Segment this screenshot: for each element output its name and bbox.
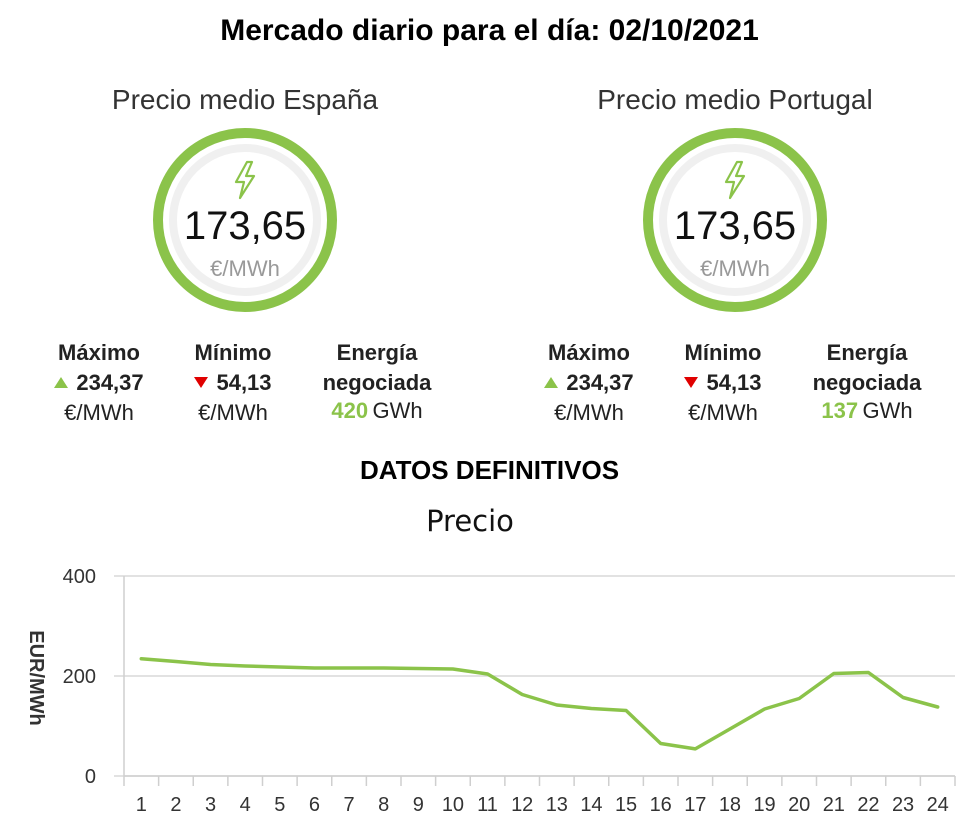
price-unit: €/MWh (210, 256, 280, 281)
x-tick-label: 22 (857, 794, 879, 816)
min-unit: €/MWh (198, 400, 268, 425)
x-tick-label: 15 (615, 794, 637, 816)
x-tick-label: 7 (344, 794, 355, 816)
max-unit: €/MWh (554, 400, 624, 425)
x-tick-label: 20 (788, 794, 810, 816)
triangle-up-icon (544, 377, 559, 388)
stat-max: Máximo 234,37 €/MWh (35, 338, 163, 428)
energy-label: Energía (336, 340, 418, 365)
axes (123, 576, 956, 786)
page-title: Mercado diario para el día: 02/10/2021 (220, 14, 759, 47)
x-tick-label: 2 (170, 794, 181, 816)
max-label: Máximo (58, 340, 140, 365)
series-line (139, 657, 940, 751)
stat-max: Máximo 234,37 €/MWh (525, 338, 653, 428)
energy-value: 420 (331, 398, 369, 423)
x-tick-label: 5 (274, 794, 285, 816)
lightning-bolt-icon (234, 160, 256, 200)
y-axis-label: EUR/MWh (25, 630, 47, 726)
stats-row: Máximo 234,37 €/MWh Mínimo 54,13 €/MWh E… (35, 338, 455, 448)
max-unit: €/MWh (64, 400, 134, 425)
stat-energy: Energía negociada 420 GWh (307, 338, 447, 424)
x-tick-label: 21 (823, 794, 845, 816)
y-tick-label: 200 (63, 666, 96, 688)
x-tick-label: 23 (892, 794, 914, 816)
x-tick-label: 8 (378, 794, 389, 816)
stat-min: Mínimo 54,13 €/MWh (173, 338, 293, 428)
x-tick-label: 14 (580, 794, 602, 816)
x-tick-label: 10 (442, 794, 464, 816)
x-tick-label: 19 (753, 794, 775, 816)
price-gauge: 173,65 €/MWh (153, 128, 337, 312)
min-label: Mínimo (194, 340, 272, 365)
triangle-up-icon (54, 377, 69, 388)
x-tick-label: 1 (136, 794, 147, 816)
price-gauge: 173,65 €/MWh (643, 128, 827, 312)
x-tick-label: 13 (546, 794, 568, 816)
lightning-bolt-icon (724, 160, 746, 200)
stat-min: Mínimo 54,13 €/MWh (663, 338, 783, 428)
x-tick-label: 17 (684, 794, 706, 816)
x-tick-label: 24 (927, 794, 949, 816)
x-tick-label: 6 (309, 794, 320, 816)
stats-row: Máximo 234,37 €/MWh Mínimo 54,13 €/MWh E… (525, 338, 945, 448)
energy-label: Energía (826, 340, 908, 365)
x-tick-label: 12 (511, 794, 533, 816)
x-tick-label: 16 (650, 794, 672, 816)
x-tick-label: 4 (240, 794, 251, 816)
energy-value: 137 (821, 398, 859, 423)
x-tick-label: 11 (477, 794, 498, 816)
max-label: Máximo (548, 340, 630, 365)
panel-spain: Precio medio España 173,65 €/MWh Máximo … (35, 80, 455, 425)
average-price: 173,65 (183, 204, 307, 248)
energy-unit: GWh (862, 398, 913, 423)
max-value: 234,37 (566, 370, 634, 395)
series (139, 657, 940, 751)
triangle-down-icon (194, 377, 209, 388)
x-tick-label: 9 (413, 794, 424, 816)
panel-portugal: Precio medio Portugal 173,65 €/MWh Máxim… (525, 80, 945, 425)
section-title: DATOS DEFINITIVOS (359, 455, 620, 485)
average-price: 173,65 (673, 204, 797, 248)
min-label: Mínimo (684, 340, 762, 365)
min-value: 54,13 (216, 370, 272, 395)
triangle-down-icon (684, 377, 699, 388)
chart-title: Precio (426, 504, 514, 538)
panel-heading: Precio medio Portugal (597, 84, 873, 115)
panel-heading: Precio medio España (111, 84, 379, 115)
energy-unit: GWh (372, 398, 423, 423)
stat-energy: Energía negociada 137 GWh (797, 338, 937, 424)
energy-label-2: negociada (812, 370, 922, 395)
max-value: 234,37 (76, 370, 144, 395)
y-tick-label: 400 (63, 566, 96, 588)
energy-label-2: negociada (322, 370, 432, 395)
y-tick-label: 0 (85, 766, 96, 788)
min-value: 54,13 (706, 370, 762, 395)
x-tick-label: 3 (205, 794, 216, 816)
x-tick-label: 18 (719, 794, 741, 816)
min-unit: €/MWh (688, 400, 758, 425)
price-unit: €/MWh (700, 256, 770, 281)
